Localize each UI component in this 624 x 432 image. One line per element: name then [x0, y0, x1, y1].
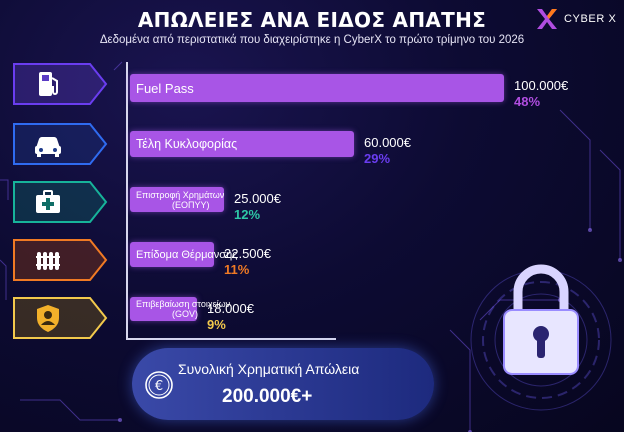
padlock-icon: [470, 264, 612, 411]
svg-text:€: €: [155, 379, 163, 394]
data-label-percent: 12%: [234, 207, 261, 222]
bar: Fuel Pass: [130, 74, 504, 102]
cyberx-logo: CYBER X: [535, 6, 617, 32]
total-loss-value: 200.000€+: [222, 386, 313, 407]
category-icon-box: [10, 296, 108, 340]
fuel-pump-icon: [39, 72, 58, 96]
bar-category-label-line1: Επιβεβαίωση στοιχείων: [136, 299, 231, 309]
data-label-value: 25.000€: [234, 191, 281, 206]
data-label-value: 18.000€: [207, 301, 254, 316]
category-icon-box: [10, 122, 108, 166]
bar: Επιβεβαίωση στοιχείων (GOV): [130, 297, 230, 321]
car-icon: [35, 137, 61, 157]
category-icon-box: [10, 62, 108, 106]
data-label-value: 100.000€: [514, 78, 569, 93]
bar-category-label: Fuel Pass: [136, 81, 194, 96]
data-label-percent: 11%: [224, 262, 250, 277]
bar-category-label: Επιστροφή Χρημάτων (ΕΟΠΥΥ): [136, 190, 224, 210]
data-label-percent: 9%: [207, 317, 226, 332]
bar-category-label-line1: Τέλη Κυκλοφορίας: [136, 137, 238, 151]
data-label-value: 22.500€: [224, 246, 271, 261]
bar-category-label-line1: Fuel Pass: [136, 80, 194, 96]
user-shield-icon: [37, 305, 59, 332]
chart-subtitle: Δεδομένα από περιστατικά που διαχειρίστη…: [99, 34, 525, 46]
bar-category-label-line1: Επίδομα Θέρμανσης: [136, 248, 238, 261]
total-loss-panel: € Συνολική Χρηματική Απώλεια 200.000€+: [132, 348, 434, 420]
medical-kit-icon: [36, 190, 60, 213]
bar-category-label-line2: (ΕΟΠΥΥ): [172, 199, 210, 210]
category-icon-box: [10, 238, 108, 282]
data-label-percent: 29%: [364, 151, 391, 166]
bar: Τέλη Κυκλοφορίας: [130, 131, 354, 157]
data-label-percent: 48%: [514, 94, 541, 109]
bar: Επίδομα Θέρμανσης: [130, 242, 238, 267]
bar-category-label: Τέλη Κυκλοφορίας: [136, 137, 237, 151]
logo-text: CYBER X: [564, 13, 617, 25]
data-label-value: 60.000€: [364, 135, 411, 150]
radiator-icon: [36, 252, 60, 270]
total-loss-label: Συνολική Χρηματική Απώλεια: [178, 361, 360, 377]
chart-title: ΑΠΩΛΕΙΕΣ ΑΝΑ ΕΙΔΟΣ ΑΠΑΤΗΣ: [137, 8, 487, 32]
x-axis-line: [126, 338, 336, 340]
euro-coin-icon: €: [145, 371, 173, 399]
bar-category-label-line2: (GOV): [172, 309, 198, 319]
bar-category-label-line1: Επιστροφή Χρημάτων: [136, 189, 225, 200]
y-axis-line: [126, 62, 128, 340]
x-logo-icon: [537, 9, 557, 29]
category-icon-box: [10, 180, 108, 224]
bar: Επιστροφή Χρημάτων (ΕΟΠΥΥ): [130, 187, 224, 212]
bar-category-label: Επιβεβαίωση στοιχείων (GOV): [136, 299, 230, 319]
bar-category-label: Επίδομα Θέρμανσης: [136, 249, 238, 261]
